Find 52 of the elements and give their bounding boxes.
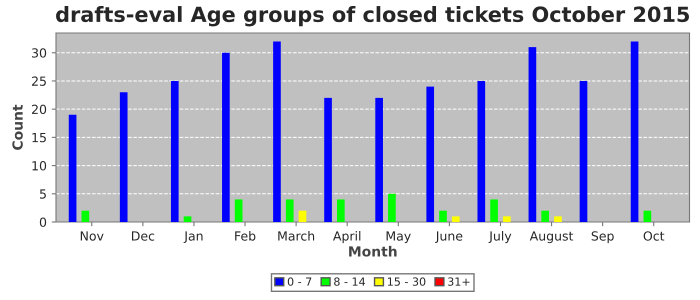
bar — [286, 199, 294, 222]
bar — [439, 210, 447, 222]
bar — [541, 210, 550, 222]
legend-label: 15 - 30 — [388, 277, 426, 286]
x-axis-title: Month — [349, 246, 397, 257]
legend-label: 31+ — [448, 277, 470, 286]
bar — [452, 216, 460, 222]
bar — [120, 92, 128, 222]
bar — [222, 52, 230, 222]
y-tick-label: 10 — [32, 161, 46, 171]
y-tick-label: 0 — [40, 217, 46, 227]
legend-label: 8 - 14 — [334, 277, 366, 286]
x-tick-label: Feb — [235, 231, 256, 241]
x-tick-label: Oct — [644, 231, 664, 241]
bar — [82, 210, 90, 222]
bar — [554, 216, 562, 222]
legend-label: 0 - 7 — [288, 277, 312, 286]
bar — [170, 80, 179, 222]
bar — [324, 98, 332, 222]
bar — [388, 194, 396, 222]
bar — [298, 210, 306, 222]
y-axis-title: Count — [12, 104, 23, 150]
bar — [68, 114, 76, 222]
chart-title: drafts-eval Age groups of closed tickets October 2015 — [56, 6, 689, 26]
bar — [580, 80, 588, 222]
x-tick-label: Nov — [80, 231, 104, 241]
bar — [630, 41, 638, 222]
y-tick-label: 15 — [32, 133, 46, 142]
y-tick-label: 20 — [32, 104, 46, 114]
bar — [336, 199, 345, 222]
x-tick-label: June — [435, 231, 462, 244]
x-tick-label: Sep — [592, 231, 614, 244]
bar — [184, 216, 192, 222]
y-tick-label: 25 — [32, 76, 46, 86]
x-tick-label: August — [530, 231, 574, 244]
bar — [528, 47, 536, 222]
bar — [426, 86, 434, 222]
bar — [234, 199, 242, 222]
y-tick-label: 30 — [32, 48, 46, 58]
y-tick-label: 5 — [40, 189, 46, 199]
bar — [490, 199, 498, 222]
bar — [644, 210, 652, 222]
bar — [477, 80, 486, 222]
x-tick-label: Jan — [184, 231, 203, 244]
x-tick-label: May — [386, 231, 411, 244]
bar — [375, 98, 383, 222]
x-tick-label: April — [333, 231, 360, 244]
bar — [273, 41, 281, 222]
x-tick-label: March — [278, 231, 314, 241]
bar — [503, 216, 511, 222]
x-tick-label: July — [488, 231, 512, 244]
x-tick-label: Dec — [132, 231, 154, 241]
